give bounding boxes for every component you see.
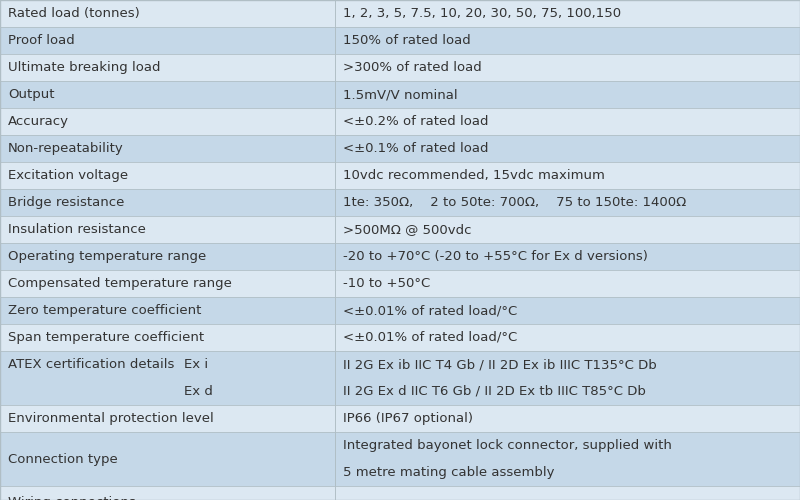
Bar [0, 270, 335, 297]
Text: Non-repeatability: Non-repeatability [8, 142, 124, 155]
Bar [0, 486, 335, 500]
Bar [0, 297, 335, 324]
Bar [0, 0, 335, 27]
Bar [0, 432, 335, 486]
Text: -10 to +50°C: -10 to +50°C [343, 277, 430, 290]
Text: Insulation resistance: Insulation resistance [8, 223, 146, 236]
Text: <±0.01% of rated load/°C: <±0.01% of rated load/°C [343, 331, 518, 344]
Bar [0, 351, 335, 405]
Text: >500MΩ @ 500vdc: >500MΩ @ 500vdc [343, 223, 471, 236]
Text: Connection type: Connection type [8, 452, 118, 466]
Bar [335, 432, 800, 486]
Text: >300% of rated load: >300% of rated load [343, 61, 482, 74]
Bar [0, 324, 335, 351]
Bar [335, 351, 800, 405]
Bar [0, 108, 335, 135]
Bar [335, 486, 800, 500]
Bar [0, 216, 335, 243]
Text: -20 to +70°C (-20 to +55°C for Ex d versions): -20 to +70°C (-20 to +55°C for Ex d vers… [343, 250, 648, 263]
Text: <±0.2% of rated load: <±0.2% of rated load [343, 115, 489, 128]
Text: Compensated temperature range: Compensated temperature range [8, 277, 232, 290]
Bar [335, 135, 800, 162]
Bar [335, 189, 800, 216]
Text: Span temperature coefficient: Span temperature coefficient [8, 331, 204, 344]
Text: <±0.1% of rated load: <±0.1% of rated load [343, 142, 489, 155]
Text: Ex i: Ex i [184, 358, 208, 371]
Text: ATEX certification details: ATEX certification details [8, 358, 174, 371]
Bar [0, 189, 335, 216]
Bar [335, 54, 800, 81]
Bar [335, 81, 800, 108]
Bar [0, 27, 335, 54]
Bar [335, 405, 800, 432]
Text: Ultimate breaking load: Ultimate breaking load [8, 61, 161, 74]
Text: Integrated bayonet lock connector, supplied with: Integrated bayonet lock connector, suppl… [343, 439, 672, 452]
Bar [335, 297, 800, 324]
Bar [335, 108, 800, 135]
Bar [335, 243, 800, 270]
Bar [0, 135, 335, 162]
Text: Zero temperature coefficient: Zero temperature coefficient [8, 304, 202, 317]
Text: 10vdc recommended, 15vdc maximum: 10vdc recommended, 15vdc maximum [343, 169, 605, 182]
Text: II 2G Ex ib IIC T4 Gb / II 2D Ex ib IIIC T135°C Db: II 2G Ex ib IIC T4 Gb / II 2D Ex ib IIIC… [343, 358, 657, 371]
Bar [335, 27, 800, 54]
Bar [335, 216, 800, 243]
Bar [0, 243, 335, 270]
Text: Proof load: Proof load [8, 34, 74, 47]
Bar [0, 54, 335, 81]
Text: 1.5mV/V nominal: 1.5mV/V nominal [343, 88, 458, 101]
Text: Excitation voltage: Excitation voltage [8, 169, 128, 182]
Text: Accuracy: Accuracy [8, 115, 69, 128]
Text: 5 metre mating cable assembly: 5 metre mating cable assembly [343, 466, 554, 479]
Bar [0, 81, 335, 108]
Text: Rated load (tonnes): Rated load (tonnes) [8, 7, 140, 20]
Text: <±0.01% of rated load/°C: <±0.01% of rated load/°C [343, 304, 518, 317]
Bar [335, 270, 800, 297]
Bar [335, 0, 800, 27]
Text: Operating temperature range: Operating temperature range [8, 250, 206, 263]
Text: Bridge resistance: Bridge resistance [8, 196, 124, 209]
Text: II 2G Ex d IIC T6 Gb / II 2D Ex tb IIIC T85°C Db: II 2G Ex d IIC T6 Gb / II 2D Ex tb IIIC … [343, 385, 646, 398]
Bar [0, 405, 335, 432]
Text: Ex d: Ex d [184, 385, 213, 398]
Text: 150% of rated load: 150% of rated load [343, 34, 470, 47]
Text: Wiring connections: Wiring connections [8, 496, 136, 500]
Bar [335, 324, 800, 351]
Text: 1, 2, 3, 5, 7.5, 10, 20, 30, 50, 75, 100,150: 1, 2, 3, 5, 7.5, 10, 20, 30, 50, 75, 100… [343, 7, 621, 20]
Text: IP66 (IP67 optional): IP66 (IP67 optional) [343, 412, 473, 425]
Text: Environmental protection level: Environmental protection level [8, 412, 214, 425]
Text: 1te: 350Ω,    2 to 50te: 700Ω,    75 to 150te: 1400Ω: 1te: 350Ω, 2 to 50te: 700Ω, 75 to 150te:… [343, 196, 686, 209]
Bar [335, 162, 800, 189]
Text: Output: Output [8, 88, 54, 101]
Bar [0, 162, 335, 189]
